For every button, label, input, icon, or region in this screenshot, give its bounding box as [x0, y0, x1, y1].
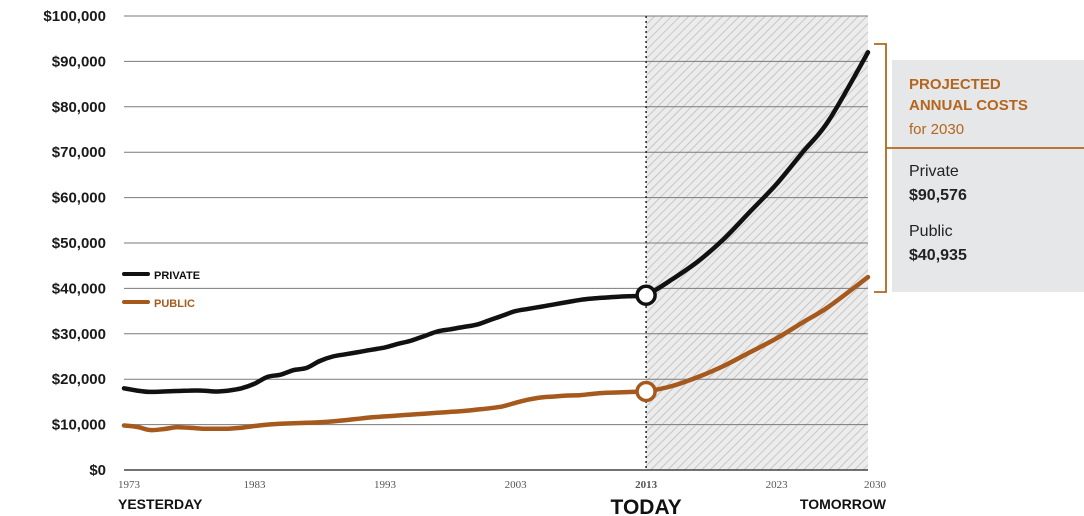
today-marker-private: [635, 284, 657, 306]
projection-bracket: [874, 43, 887, 293]
panel-title-line2: ANNUAL COSTS: [909, 97, 1028, 114]
legend-label-private: PRIVATE: [154, 270, 200, 282]
y-tick-label: $20,000: [52, 371, 106, 388]
x-tick-label: 2013: [635, 479, 658, 491]
legend: PRIVATE PUBLIC: [122, 270, 200, 310]
period-label-yesterday: YESTERDAY: [118, 496, 203, 512]
x-tick-label: 1983: [244, 479, 267, 491]
y-tick-label: $100,000: [43, 8, 106, 25]
projection-panel-background: [892, 60, 1084, 292]
panel-public-label: Public: [909, 223, 953, 240]
y-tick-label: $80,000: [52, 99, 106, 116]
period-label-today: TODAY: [611, 496, 682, 516]
today-marker-public: [635, 380, 657, 403]
x-tick-label: 2003: [505, 479, 528, 491]
legend-label-public: PUBLIC: [154, 298, 195, 310]
y-tick-label: $10,000: [52, 417, 106, 434]
x-tick-label: 2030: [864, 479, 887, 491]
panel-subtitle: for 2030: [909, 121, 964, 138]
panel-private-value: $90,576: [909, 187, 967, 204]
gridlines: [124, 15, 868, 471]
panel-public-value: $40,935: [909, 247, 967, 264]
period-label-tomorrow: TOMORROW: [800, 496, 887, 512]
x-axis-labels: 1973 1983 1993 2003 2013 2023 2030: [118, 479, 887, 491]
y-tick-label: $60,000: [52, 190, 106, 207]
projection-panel: PROJECTED ANNUAL COSTS for 2030 Private …: [886, 60, 1084, 292]
y-tick-label: $0: [89, 462, 106, 479]
y-tick-label: $30,000: [52, 326, 106, 343]
today-markers: [635, 284, 657, 403]
y-tick-label: $50,000: [52, 235, 106, 252]
panel-title-line1: PROJECTED: [909, 76, 1001, 93]
x-tick-label: 1993: [374, 479, 397, 491]
y-tick-label: $70,000: [52, 144, 106, 161]
y-tick-label: $90,000: [52, 53, 106, 70]
y-axis-labels: $0 $10,000 $20,000 $30,000 $40,000 $50,000 $60…: [43, 8, 106, 479]
x-tick-label: 1973: [118, 479, 141, 491]
y-tick-label: $40,000: [52, 280, 106, 297]
x-tick-label: 2023: [766, 479, 789, 491]
panel-private-label: Private: [909, 163, 959, 180]
